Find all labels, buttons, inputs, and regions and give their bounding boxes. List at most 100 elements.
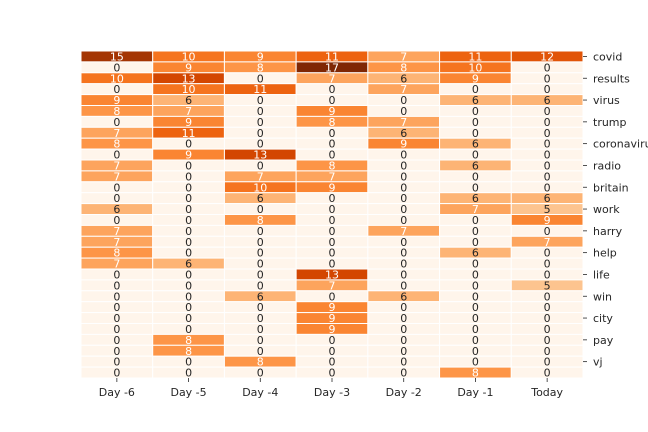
- cell-value-label: 0: [544, 72, 551, 85]
- cell-value-label: 7: [329, 72, 336, 85]
- cell-value-label: 6: [257, 290, 264, 303]
- x-tick-label: Day -4: [242, 386, 278, 399]
- cell-value-label: 0: [113, 83, 120, 96]
- cell-value-label: 8: [257, 214, 264, 227]
- cell-value-label: 10: [468, 61, 482, 74]
- cell-value-label: 0: [329, 83, 336, 96]
- cell-value-label: 0: [185, 203, 192, 216]
- cell-value-label: 0: [544, 247, 551, 260]
- cell-value-label: 6: [472, 159, 479, 172]
- cell-value-label: 10: [253, 181, 267, 194]
- x-tick-label: Day -2: [386, 386, 422, 399]
- cell-value-label: 8: [400, 61, 407, 74]
- cell-value-label: 0: [113, 334, 120, 347]
- cell-value-label: 0: [544, 356, 551, 369]
- cell-value-label: 0: [257, 312, 264, 325]
- cell-value-label: 10: [110, 72, 124, 85]
- cell-value-label: 0: [257, 116, 264, 129]
- cell-value-label: 7: [113, 225, 120, 238]
- cell-value-label: 0: [257, 94, 264, 107]
- cell-value-label: 0: [329, 225, 336, 238]
- cell-value-label: 0: [257, 203, 264, 216]
- cell-value-label: 0: [329, 127, 336, 140]
- cell-value-label: 0: [472, 105, 479, 118]
- cell-value-label: 11: [182, 127, 196, 140]
- cell-value-label: 10: [182, 50, 196, 63]
- cell-value-label: 7: [185, 105, 192, 118]
- cell-value-label: 0: [400, 345, 407, 358]
- cell-value-label: 0: [113, 268, 120, 281]
- cell-value-label: 0: [400, 170, 407, 183]
- cell-value-label: 0: [544, 225, 551, 238]
- cell-value-label: 0: [257, 138, 264, 151]
- cell-value-label: 6: [472, 94, 479, 107]
- cell-value-label: 0: [257, 72, 264, 85]
- cell-value-label: 5: [544, 279, 551, 292]
- cell-value-label: 0: [185, 301, 192, 314]
- cell-value-label: 0: [472, 312, 479, 325]
- cell-value-label: 7: [400, 50, 407, 63]
- cell-value-label: 0: [400, 279, 407, 292]
- cell-value-label: 0: [257, 279, 264, 292]
- cell-value-label: 0: [113, 279, 120, 292]
- cell-value-label: 9: [185, 149, 192, 162]
- cell-value-label: 0: [472, 225, 479, 238]
- y-tick-label: work: [593, 203, 620, 216]
- cell-value-label: 0: [544, 61, 551, 74]
- cell-value-label: 7: [329, 279, 336, 292]
- cell-value-label: 8: [113, 105, 120, 118]
- cell-value-label: 11: [253, 83, 267, 96]
- cell-value-label: 6: [113, 203, 120, 216]
- cell-value-label: 0: [329, 94, 336, 107]
- cell-value-label: 0: [400, 323, 407, 336]
- x-tick-label: Day -6: [99, 386, 135, 399]
- cell-value-label: 0: [257, 159, 264, 172]
- cell-value-label: 0: [185, 323, 192, 336]
- cell-value-label: 0: [113, 367, 120, 380]
- cell-value-label: 0: [544, 127, 551, 140]
- cell-value-label: 0: [472, 258, 479, 271]
- cell-value-label: 0: [185, 138, 192, 151]
- cell-value-label: 0: [185, 312, 192, 325]
- cell-value-label: 0: [544, 159, 551, 172]
- cell-value-label: 9: [329, 301, 336, 314]
- cell-value-label: 7: [400, 116, 407, 129]
- y-tick-label: city: [593, 312, 613, 325]
- cell-value-label: 7: [113, 159, 120, 172]
- cell-value-label: 0: [544, 149, 551, 162]
- cell-value-label: 0: [329, 214, 336, 227]
- cell-value-label: 0: [544, 345, 551, 358]
- cell-value-label: 0: [472, 301, 479, 314]
- cell-value-label: 0: [185, 268, 192, 281]
- cell-value-label: 0: [329, 138, 336, 151]
- cell-value-label: 0: [472, 268, 479, 281]
- cell-value-label: 10: [182, 83, 196, 96]
- y-tick-label: britain: [593, 181, 629, 194]
- cell-value-label: 0: [400, 192, 407, 205]
- y-tick-label: win: [593, 290, 612, 303]
- y-tick-label: results: [593, 72, 630, 85]
- cell-value-label: 0: [400, 312, 407, 325]
- cell-value-label: 0: [400, 301, 407, 314]
- cell-value-label: 0: [329, 236, 336, 249]
- cell-value-label: 0: [113, 290, 120, 303]
- x-axis-ticks: Day -6 Day -5 Day -4 Day -3 Day -2 Day -1 Toda…: [99, 378, 564, 399]
- cell-value-label: 0: [329, 258, 336, 271]
- cell-value-label: 0: [544, 290, 551, 303]
- cell-value-label: 5: [544, 203, 551, 216]
- cell-value-label: 8: [113, 247, 120, 260]
- cell-value-label: 0: [329, 367, 336, 380]
- cell-value-label: 0: [400, 367, 407, 380]
- cell-value-label: 0: [185, 214, 192, 227]
- heatmap-cell-labels: 15 10 9 11 7 11 120 9 8 17 8 10 010 13 0 7 6 9 00 10 11 0 7 0 09…: [110, 50, 554, 379]
- cell-value-label: 8: [185, 345, 192, 358]
- cell-value-label: 0: [185, 159, 192, 172]
- cell-value-label: 0: [257, 225, 264, 238]
- cell-value-label: 0: [400, 356, 407, 369]
- cell-value-label: 12: [540, 50, 554, 63]
- cell-value-label: 0: [544, 301, 551, 314]
- cell-value-label: 0: [257, 236, 264, 249]
- cell-value-label: 0: [113, 323, 120, 336]
- cell-value-label: 0: [400, 214, 407, 227]
